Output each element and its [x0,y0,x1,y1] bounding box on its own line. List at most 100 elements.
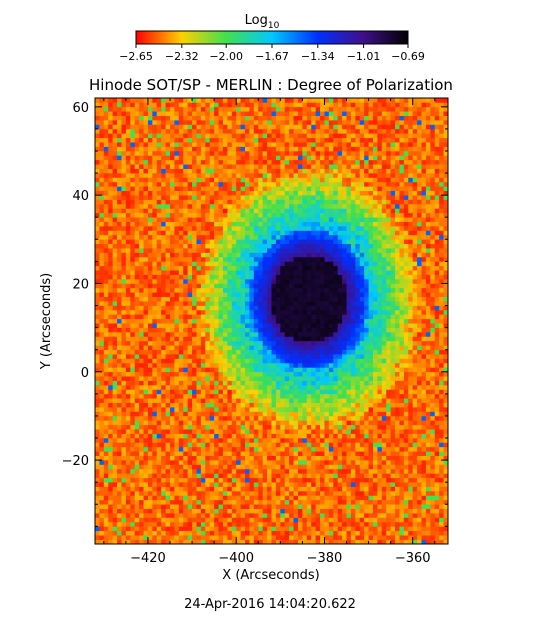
heatmap-cell [275,446,281,452]
heatmap-cell [267,252,272,258]
heatmap-cell [183,292,188,298]
heatmap-cell [174,477,180,483]
heatmap-cell [156,186,162,192]
heatmap-cell [249,539,255,544]
heatmap-cell [205,380,211,386]
heatmap-cell [134,287,140,293]
heatmap-cell [192,526,197,532]
heatmap-cell [165,115,171,121]
heatmap-cell [95,371,100,377]
heatmap-cell [112,279,118,284]
heatmap-cell [253,535,259,540]
heatmap-cell [196,159,202,165]
heatmap-cell [293,371,299,377]
heatmap-cell [275,349,281,355]
heatmap-cell [205,535,211,540]
heatmap-cell [275,243,281,249]
heatmap-cell [275,296,281,302]
heatmap-cell [99,513,105,518]
heatmap-cell [165,433,171,439]
heatmap-cell [95,239,100,245]
heatmap-cell [200,376,206,381]
heatmap-cell [262,124,268,130]
heatmap-cell [249,415,255,421]
heatmap-cell [192,464,197,470]
heatmap-cell [134,499,140,505]
heatmap-cell [284,420,290,426]
heatmap-cell [152,424,158,430]
heatmap-cell [293,464,299,470]
heatmap-cell [95,212,100,218]
heatmap-cell [174,367,180,373]
heatmap-cell [121,279,127,284]
heatmap-cell [209,446,215,452]
heatmap-cell [231,358,237,364]
heatmap-cell [293,362,299,368]
heatmap-cell [161,243,166,249]
heatmap-cell [165,420,171,426]
heatmap-cell [289,102,294,108]
heatmap-cell [267,446,272,452]
heatmap-cell [289,248,294,253]
heatmap-cell [112,495,118,501]
heatmap-cell [170,173,175,178]
heatmap-cell [231,420,237,426]
heatmap-cell [280,226,286,231]
heatmap-cell [284,124,290,130]
heatmap-cell [121,159,127,165]
heatmap-cell [267,482,272,487]
heatmap-cell [227,296,233,302]
heatmap-cell [121,345,127,351]
heatmap-cell [205,248,211,253]
heatmap-cell [209,98,215,103]
heatmap-cell [240,199,246,205]
heatmap-cell [152,305,158,311]
heatmap-cell [297,468,303,474]
heatmap-image [95,98,448,544]
heatmap-cell [205,332,211,337]
heatmap-cell [125,376,131,381]
heatmap-cell [245,513,250,518]
heatmap-cell [165,526,171,532]
heatmap-cell [161,517,166,523]
heatmap-cell [183,376,188,381]
heatmap-cell [178,415,184,421]
heatmap-cell [170,106,175,112]
heatmap-cell [178,248,184,253]
heatmap-cell [170,120,175,125]
heatmap-cell [258,323,263,328]
heatmap-cell [99,491,105,496]
heatmap-cell [99,305,105,311]
heatmap-cell [209,323,215,328]
heatmap-cell [267,133,272,139]
heatmap-cell [289,256,294,262]
heatmap-cell [95,111,100,116]
heatmap-cell [205,270,211,275]
heatmap-cell [236,424,241,430]
heatmap-cell [147,389,153,395]
heatmap-cell [178,486,184,492]
heatmap-cell [165,208,171,214]
heatmap-cell [218,482,224,487]
heatmap-cell [143,504,149,509]
heatmap-cell [306,429,312,434]
heatmap-cell [218,226,224,231]
heatmap-cell [209,442,215,448]
heatmap-cell [271,393,277,399]
heatmap-cell [214,371,219,377]
heatmap-cell [245,429,250,434]
heatmap-cell [130,137,136,143]
heatmap-cell [240,115,246,121]
heatmap-cell [297,517,303,523]
heatmap-cell [170,150,175,156]
heatmap-cell [222,393,228,399]
heatmap-cell [95,283,100,289]
heatmap-cell [152,173,158,178]
heatmap-cell [236,279,241,284]
heatmap-cell [139,159,144,165]
heatmap-cell [236,464,241,470]
heatmap-cell [258,376,263,381]
heatmap-cell [218,407,224,412]
heatmap-cell [130,345,136,351]
heatmap-cell [125,345,131,351]
